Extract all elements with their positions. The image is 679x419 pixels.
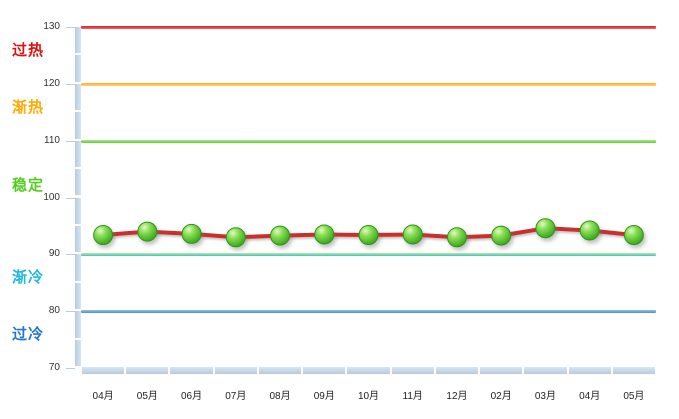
y-axis-tick: [66, 27, 75, 28]
y-axis-band-segment: [75, 112, 81, 139]
zone-label-2: 稳定: [12, 176, 45, 194]
x-axis-label: 10月: [357, 391, 380, 402]
x-axis-label: 08月: [269, 391, 291, 402]
y-axis-tick: [66, 197, 75, 199]
y-axis-band-segment: [75, 83, 81, 111]
trendline-130: [81, 26, 656, 29]
y-axis-tick-label: 70: [48, 362, 60, 373]
y-axis-tick-label: 120: [43, 77, 60, 89]
data-point-marker[interactable]: [535, 218, 556, 239]
y-axis-tick: [66, 83, 75, 85]
x-axis-band-segment: [258, 367, 302, 374]
x-axis-label: 12月: [446, 391, 468, 402]
x-axis-band-segment: [524, 367, 567, 374]
x-axis-label: 05月: [623, 391, 645, 402]
y-axis-band-segment: [75, 55, 81, 82]
y-axis-tick-label: 80: [48, 305, 60, 317]
data-point-marker[interactable]: [491, 225, 512, 246]
x-axis-label: 05月: [136, 391, 158, 402]
x-axis-band-segment: [170, 367, 213, 374]
x-axis-band-segment: [126, 367, 169, 374]
x-axis-band-segment: [347, 367, 390, 374]
data-point-marker[interactable]: [270, 225, 291, 246]
x-axis-label: 03月: [534, 391, 556, 402]
x-axis-band-segment: [214, 367, 257, 374]
trendline-90: [81, 253, 656, 257]
zone-label-0: 过热: [12, 42, 45, 60]
y-axis-tick: [66, 311, 75, 313]
zone-label-3: 渐冷: [12, 269, 45, 287]
y-axis-band-segment: [75, 27, 81, 54]
x-axis-band-segment: [435, 367, 479, 374]
trendline-80: [81, 310, 656, 314]
data-point-marker[interactable]: [314, 224, 335, 245]
y-axis-tick: [66, 254, 75, 256]
y-axis-band-segment: [75, 225, 81, 253]
y-axis-band-segment: [75, 197, 81, 224]
y-axis-band-segment: [75, 254, 81, 281]
data-point-marker[interactable]: [225, 227, 246, 248]
data-point-marker[interactable]: [446, 227, 467, 248]
x-axis-label: 04月: [579, 391, 601, 402]
y-axis-tick-label: 110: [44, 134, 60, 146]
x-axis-band-segment: [480, 367, 523, 374]
trendline-110: [81, 139, 656, 143]
y-axis-band-segment: [75, 140, 81, 168]
y-axis-tick-label: 90: [48, 248, 60, 260]
data-point-marker[interactable]: [137, 221, 158, 242]
x-axis-band-segment: [391, 367, 434, 374]
y-axis-band-segment: [75, 282, 81, 310]
trendline-120: [81, 82, 656, 86]
y-axis-tick: [66, 368, 75, 369]
y-axis-band-segment: [75, 311, 81, 338]
data-point-marker[interactable]: [623, 225, 644, 246]
y-axis-band-segment: [75, 339, 81, 366]
data-point-marker[interactable]: [181, 223, 202, 244]
x-axis-label: 07月: [225, 391, 247, 402]
y-axis-tick: [66, 140, 75, 142]
x-axis-band-segment: [612, 367, 655, 374]
x-axis-label: 04月: [92, 391, 114, 402]
y-axis-tick-label: 130: [43, 21, 60, 32]
y-axis-band-segment: [75, 169, 81, 196]
x-axis-label: 11月: [402, 391, 423, 402]
x-axis-band-segment: [82, 367, 125, 374]
data-point-marker[interactable]: [402, 224, 423, 245]
data-point-marker[interactable]: [93, 225, 114, 246]
zone-label-4: 过冷: [12, 326, 45, 344]
data-point-marker[interactable]: [579, 220, 600, 241]
data-point-marker[interactable]: [358, 225, 379, 246]
x-axis-label: 09月: [313, 391, 335, 402]
x-axis-band-segment: [568, 367, 611, 374]
y-axis-tick-label: 100: [43, 191, 60, 203]
x-axis-label: 06月: [181, 391, 203, 402]
zone-label-1: 渐热: [12, 98, 45, 116]
x-axis-band-segment: [303, 367, 346, 374]
x-axis-label: 02月: [490, 391, 512, 402]
